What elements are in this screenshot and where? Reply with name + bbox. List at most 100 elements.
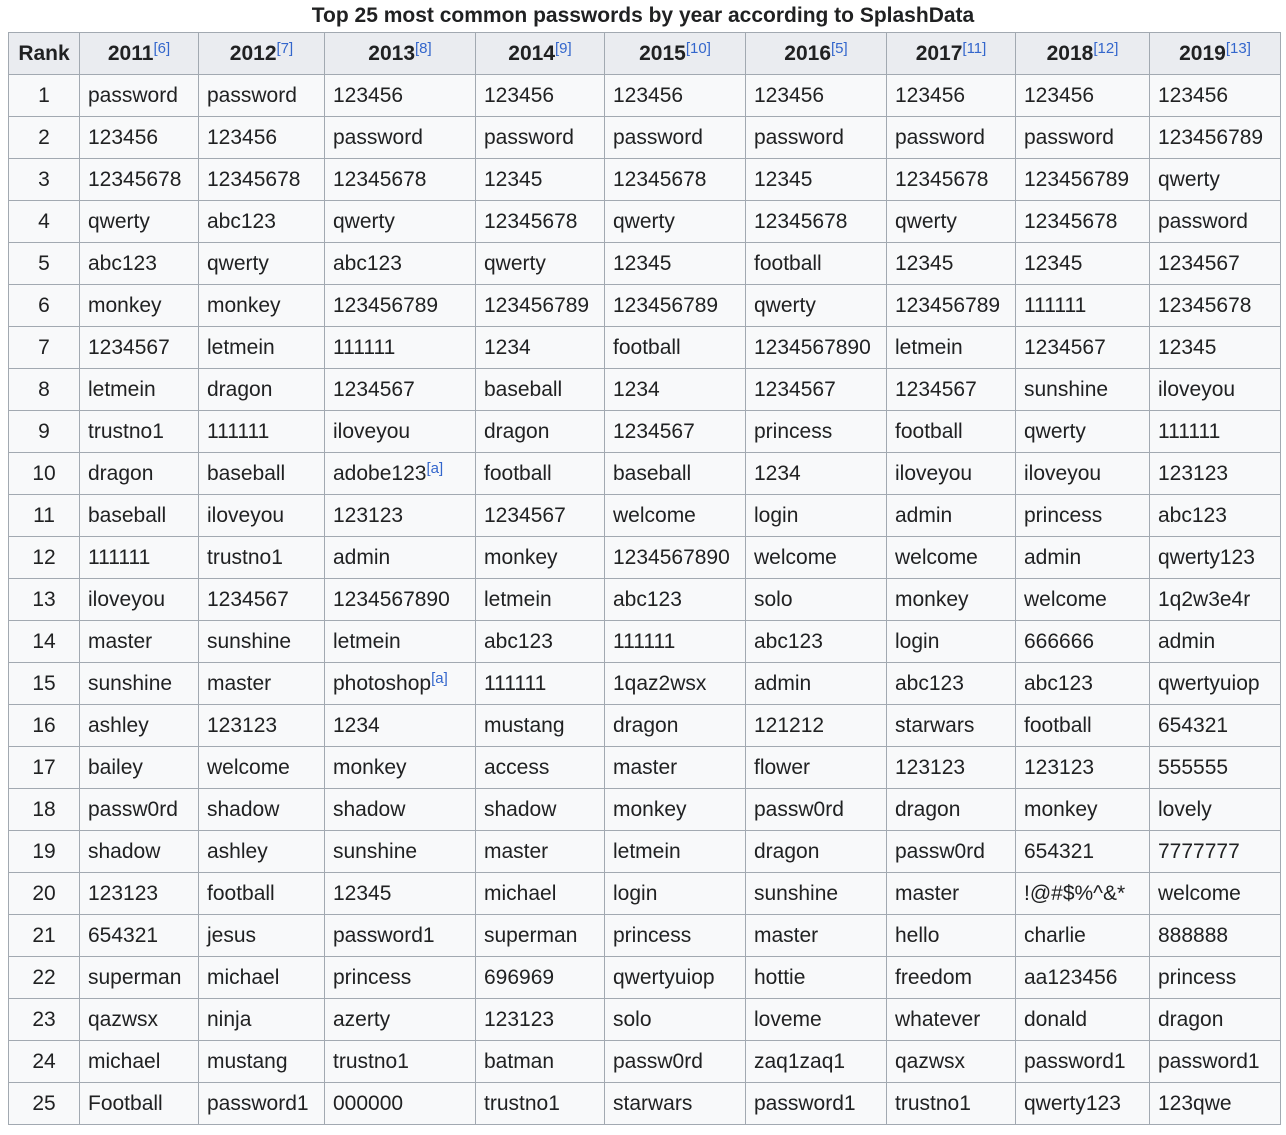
- table-row: 5 abc123 qwerty abc123 qwerty 12345 football 12…: [8, 242, 1281, 285]
- password-cell: iloveyou: [1015, 452, 1150, 495]
- password-cell: trustno1: [79, 410, 199, 453]
- password-value: passw0rd: [754, 797, 844, 821]
- rank-value: 8: [38, 377, 50, 401]
- citation-link[interactable]: [9]: [555, 39, 572, 57]
- password-cell: trustno1: [475, 1082, 605, 1125]
- password-cell: 123456789: [604, 284, 746, 327]
- password-cell: welcome: [886, 536, 1016, 579]
- table-row: 2 123456 123456 password password password pas…: [8, 116, 1281, 159]
- password-cell: charlie: [1015, 914, 1150, 957]
- password-value: 123123: [484, 1007, 555, 1031]
- password-cell: password: [324, 116, 476, 159]
- column-header-year: 2016[5]: [745, 32, 887, 75]
- note-link[interactable]: [a]: [431, 669, 448, 687]
- password-value: welcome: [207, 755, 290, 779]
- citation-link[interactable]: [10]: [685, 39, 711, 57]
- note-link[interactable]: [a]: [426, 459, 444, 477]
- password-cell: lovely: [1149, 788, 1281, 831]
- password-cell: 1234567: [1015, 326, 1150, 369]
- password-cell: master: [79, 620, 199, 663]
- password-value: 555555: [1158, 755, 1229, 779]
- column-header-label: 2013: [368, 41, 416, 65]
- citation-link[interactable]: [11]: [962, 39, 987, 57]
- password-value: 111111: [333, 335, 396, 359]
- rank-value: 1: [38, 83, 50, 107]
- password-cell: princess: [324, 956, 476, 999]
- table-row: 19 shadow ashley sunshine master letmein drago…: [8, 830, 1281, 873]
- password-value: qwerty: [613, 209, 675, 233]
- password-value: 123123: [333, 503, 404, 527]
- password-value: lovely: [1158, 797, 1212, 821]
- rank-cell: 11: [8, 494, 80, 537]
- password-cell: login: [745, 494, 887, 537]
- password-value: shadow: [333, 797, 406, 821]
- password-value: login: [895, 629, 940, 653]
- password-value: 123456789: [1158, 125, 1264, 149]
- password-value: qwerty: [333, 209, 395, 233]
- password-value: 696969: [484, 965, 555, 989]
- password-cell: baseball: [475, 368, 605, 411]
- citation-link[interactable]: [5]: [831, 39, 848, 57]
- password-cell: monkey: [324, 746, 476, 789]
- rank-cell: 15: [8, 662, 80, 705]
- password-value: qazwsx: [895, 1049, 966, 1073]
- password-cell: qwerty: [745, 284, 887, 327]
- password-value: login: [754, 503, 799, 527]
- rank-value: 20: [32, 881, 56, 905]
- password-value: ashley: [207, 839, 268, 863]
- citation-link[interactable]: [6]: [153, 39, 171, 57]
- rank-cell: 5: [8, 242, 80, 285]
- password-cell: 1234567: [745, 368, 887, 411]
- password-value: abc123: [333, 251, 402, 275]
- password-cell: 1qaz2wsx: [604, 662, 746, 705]
- password-value: dragon: [754, 839, 820, 863]
- password-value: 654321: [1158, 713, 1229, 737]
- password-value: dragon: [484, 419, 550, 443]
- password-cell: 123456: [1149, 74, 1281, 117]
- citation-link[interactable]: [7]: [276, 39, 294, 57]
- rank-cell: 21: [8, 914, 80, 957]
- password-value: abc123: [895, 671, 964, 695]
- password-value: sunshine: [333, 839, 418, 863]
- password-cell: 1234567: [198, 578, 325, 621]
- password-cell: 123123: [1015, 746, 1150, 789]
- password-value: 12345: [613, 251, 672, 275]
- column-header-label: 2015: [639, 41, 686, 65]
- password-cell: 1234567: [604, 410, 746, 453]
- password-value: dragon: [207, 377, 273, 401]
- password-cell: monkey: [475, 536, 605, 579]
- password-value: mustang: [484, 713, 565, 737]
- password-value: letmein: [895, 335, 963, 359]
- password-cell: admin: [886, 494, 1016, 537]
- password-cell: zaq1zaq1: [745, 1040, 887, 1083]
- password-value: 123456: [484, 83, 555, 107]
- password-value: trustno1: [207, 545, 283, 569]
- password-value: monkey: [207, 293, 281, 317]
- rank-value: 19: [32, 839, 56, 863]
- column-header-year: 2017[11]: [886, 32, 1016, 75]
- password-value: 123456: [895, 83, 966, 107]
- rank-value: 10: [32, 461, 56, 485]
- header-row: Rank 2011[6] 2012[7] 2013[8] 2014[9] 2015[10]…: [8, 32, 1281, 75]
- citation-link[interactable]: [8]: [415, 39, 432, 57]
- password-cell: qazwsx: [886, 1040, 1016, 1083]
- password-cell: letmein: [886, 326, 1016, 369]
- citation-link[interactable]: [12]: [1093, 39, 1119, 57]
- password-value: 12345678: [1024, 209, 1118, 233]
- password-cell: 123qwe: [1149, 1082, 1281, 1125]
- password-value: welcome: [1158, 881, 1241, 905]
- password-value: master: [895, 881, 960, 905]
- password-cell: admin: [1149, 620, 1281, 663]
- password-cell: 12345: [1149, 326, 1281, 369]
- table-row: 3 12345678 12345678 12345678 12345 12345678 12…: [8, 158, 1281, 201]
- password-value: qwerty: [754, 293, 816, 317]
- password-cell: princess: [1149, 956, 1281, 999]
- password-value: 12345678: [613, 167, 707, 191]
- password-cell: 7777777: [1149, 830, 1281, 873]
- password-value: 111111: [484, 671, 547, 695]
- password-cell: abc123: [604, 578, 746, 621]
- citation-link[interactable]: [13]: [1225, 39, 1251, 57]
- password-cell: jesus: [198, 914, 325, 957]
- password-value: princess: [333, 965, 412, 989]
- password-value: welcome: [1024, 587, 1107, 611]
